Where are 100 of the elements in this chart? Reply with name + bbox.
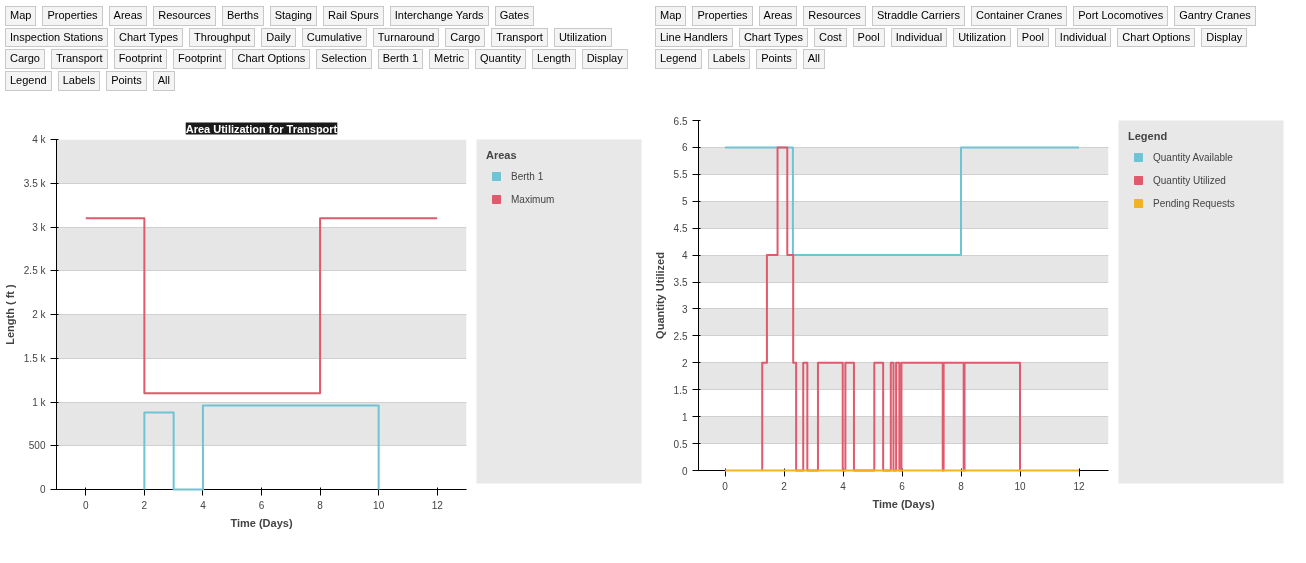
y-tick-label: 6 xyxy=(681,142,688,154)
text: Transport xyxy=(50,49,108,70)
x-tick-label: 0 xyxy=(83,499,89,511)
y-tick-label: 4 xyxy=(681,250,688,262)
legend-label: Quantity Available xyxy=(1153,151,1233,163)
x-tick-label: 6 xyxy=(258,499,265,511)
text: Resources xyxy=(803,6,866,26)
text: Staging xyxy=(269,6,317,26)
x-tick-label: 2 xyxy=(781,480,788,492)
x-tick-label: 4 xyxy=(200,499,207,511)
text: Cost xyxy=(813,27,847,48)
x-tick-label: 6 xyxy=(899,480,906,492)
x-tick-label: 8 xyxy=(958,480,965,492)
text: Chart Types xyxy=(113,27,184,48)
text: Display xyxy=(581,49,628,70)
legend-title: Legend xyxy=(1128,130,1169,142)
text: Gates xyxy=(494,6,534,26)
text: Utilization xyxy=(953,27,1011,48)
y-axis-title: Length ( ft ) xyxy=(3,283,16,345)
y-tick-label: 4.5 xyxy=(673,223,688,235)
y-tick-label: 1 xyxy=(681,411,688,423)
chart-title: Area Utilization for Transport xyxy=(185,122,338,135)
text: Chart Options xyxy=(1117,27,1196,48)
y-tick-label: 0.5 xyxy=(673,438,688,450)
y-tick-label: 2.5 xyxy=(673,330,688,342)
y-tick-label: 3 k xyxy=(32,221,47,233)
y-tick-label: 3 xyxy=(681,303,688,315)
text: Daily xyxy=(261,27,296,48)
text: Properties xyxy=(42,6,103,26)
text: Points xyxy=(106,71,147,91)
y-tick-label: 1 k xyxy=(32,396,47,408)
text: Legend xyxy=(655,49,702,70)
text: Cargo xyxy=(5,49,45,70)
x-tick-label: 4 xyxy=(840,480,847,492)
text: Length xyxy=(532,49,576,70)
text: Footprint xyxy=(113,49,168,70)
text: Metric xyxy=(429,49,470,70)
text: Berth 1 xyxy=(377,49,424,70)
y-tick-label: 2 k xyxy=(32,309,47,320)
text: Pool xyxy=(852,27,885,48)
legend-label: Pending Requests xyxy=(1153,197,1235,209)
x-tick-label: 8 xyxy=(317,499,324,511)
text: Gantry Cranes xyxy=(1174,6,1256,26)
text: Points xyxy=(756,49,797,70)
text: Turnaround xyxy=(372,27,440,48)
text: Straddle Carriers xyxy=(871,6,966,26)
legend-label: Maximum xyxy=(511,193,555,205)
y-tick-label: 6.5 xyxy=(673,115,688,127)
y-tick-label: 500 xyxy=(28,440,46,452)
text: Utilization xyxy=(553,27,612,48)
text: Labels xyxy=(707,49,751,70)
text: Individual xyxy=(890,27,948,48)
text: All xyxy=(802,49,825,70)
text: Legend xyxy=(5,71,52,91)
x-tick-label: 10 xyxy=(1014,480,1027,492)
text: Interchange Yards xyxy=(389,6,489,26)
y-tick-label: 5.5 xyxy=(673,169,688,181)
text: Chart Options xyxy=(232,49,311,70)
legend-title: Areas xyxy=(486,149,518,161)
text: Display xyxy=(1201,27,1248,48)
x-axis-title: Time (Days) xyxy=(230,516,293,529)
y-tick-label: 4 k xyxy=(32,134,47,145)
text: Inspection Stations xyxy=(5,27,108,48)
y-tick-label: 1.5 xyxy=(673,384,688,396)
text: Areas xyxy=(758,6,798,26)
text: Cumulative xyxy=(301,27,367,48)
text: Areas xyxy=(108,6,148,26)
x-tick-label: 0 xyxy=(722,480,729,492)
text: Cargo xyxy=(445,27,486,48)
text: Map xyxy=(655,6,687,26)
y-tick-label: 1.5 k xyxy=(23,352,47,364)
legend-label: Quantity Utilized xyxy=(1153,174,1226,186)
text: Footprint xyxy=(173,49,227,70)
x-axis-title: Time (Days) xyxy=(872,497,935,510)
text: Rail Spurs xyxy=(322,6,384,26)
text: Throughput xyxy=(189,27,256,48)
x-tick-label: 10 xyxy=(373,499,385,511)
text: Resources xyxy=(153,6,216,26)
y-tick-label: 2.5 k xyxy=(23,265,47,277)
x-tick-label: 2 xyxy=(141,499,148,511)
text: Individual xyxy=(1054,27,1112,48)
text: Transport xyxy=(491,27,548,48)
text: Map xyxy=(5,6,37,26)
text: Berths xyxy=(221,6,264,26)
text: Selection xyxy=(316,49,372,70)
y-tick-label: 0 xyxy=(681,465,688,477)
text: Pool xyxy=(1016,27,1049,48)
y-tick-label: 3.5 k xyxy=(23,177,47,189)
text: Chart Types xyxy=(738,27,808,48)
x-tick-label: 12 xyxy=(431,499,444,511)
y-tick-label: 2 xyxy=(681,357,688,369)
text: Port Locomotives xyxy=(1073,6,1169,26)
y-tick-label: 3.5 xyxy=(673,277,688,289)
text: Labels xyxy=(57,71,101,91)
legend-label: Berth 1 xyxy=(511,170,544,182)
text: Line Handlers xyxy=(655,27,733,48)
text: Quantity xyxy=(475,49,527,70)
y-axis-title: Quantity Utilized xyxy=(653,252,666,339)
text: Properties xyxy=(692,6,753,26)
text: Container Cranes xyxy=(971,6,1068,26)
